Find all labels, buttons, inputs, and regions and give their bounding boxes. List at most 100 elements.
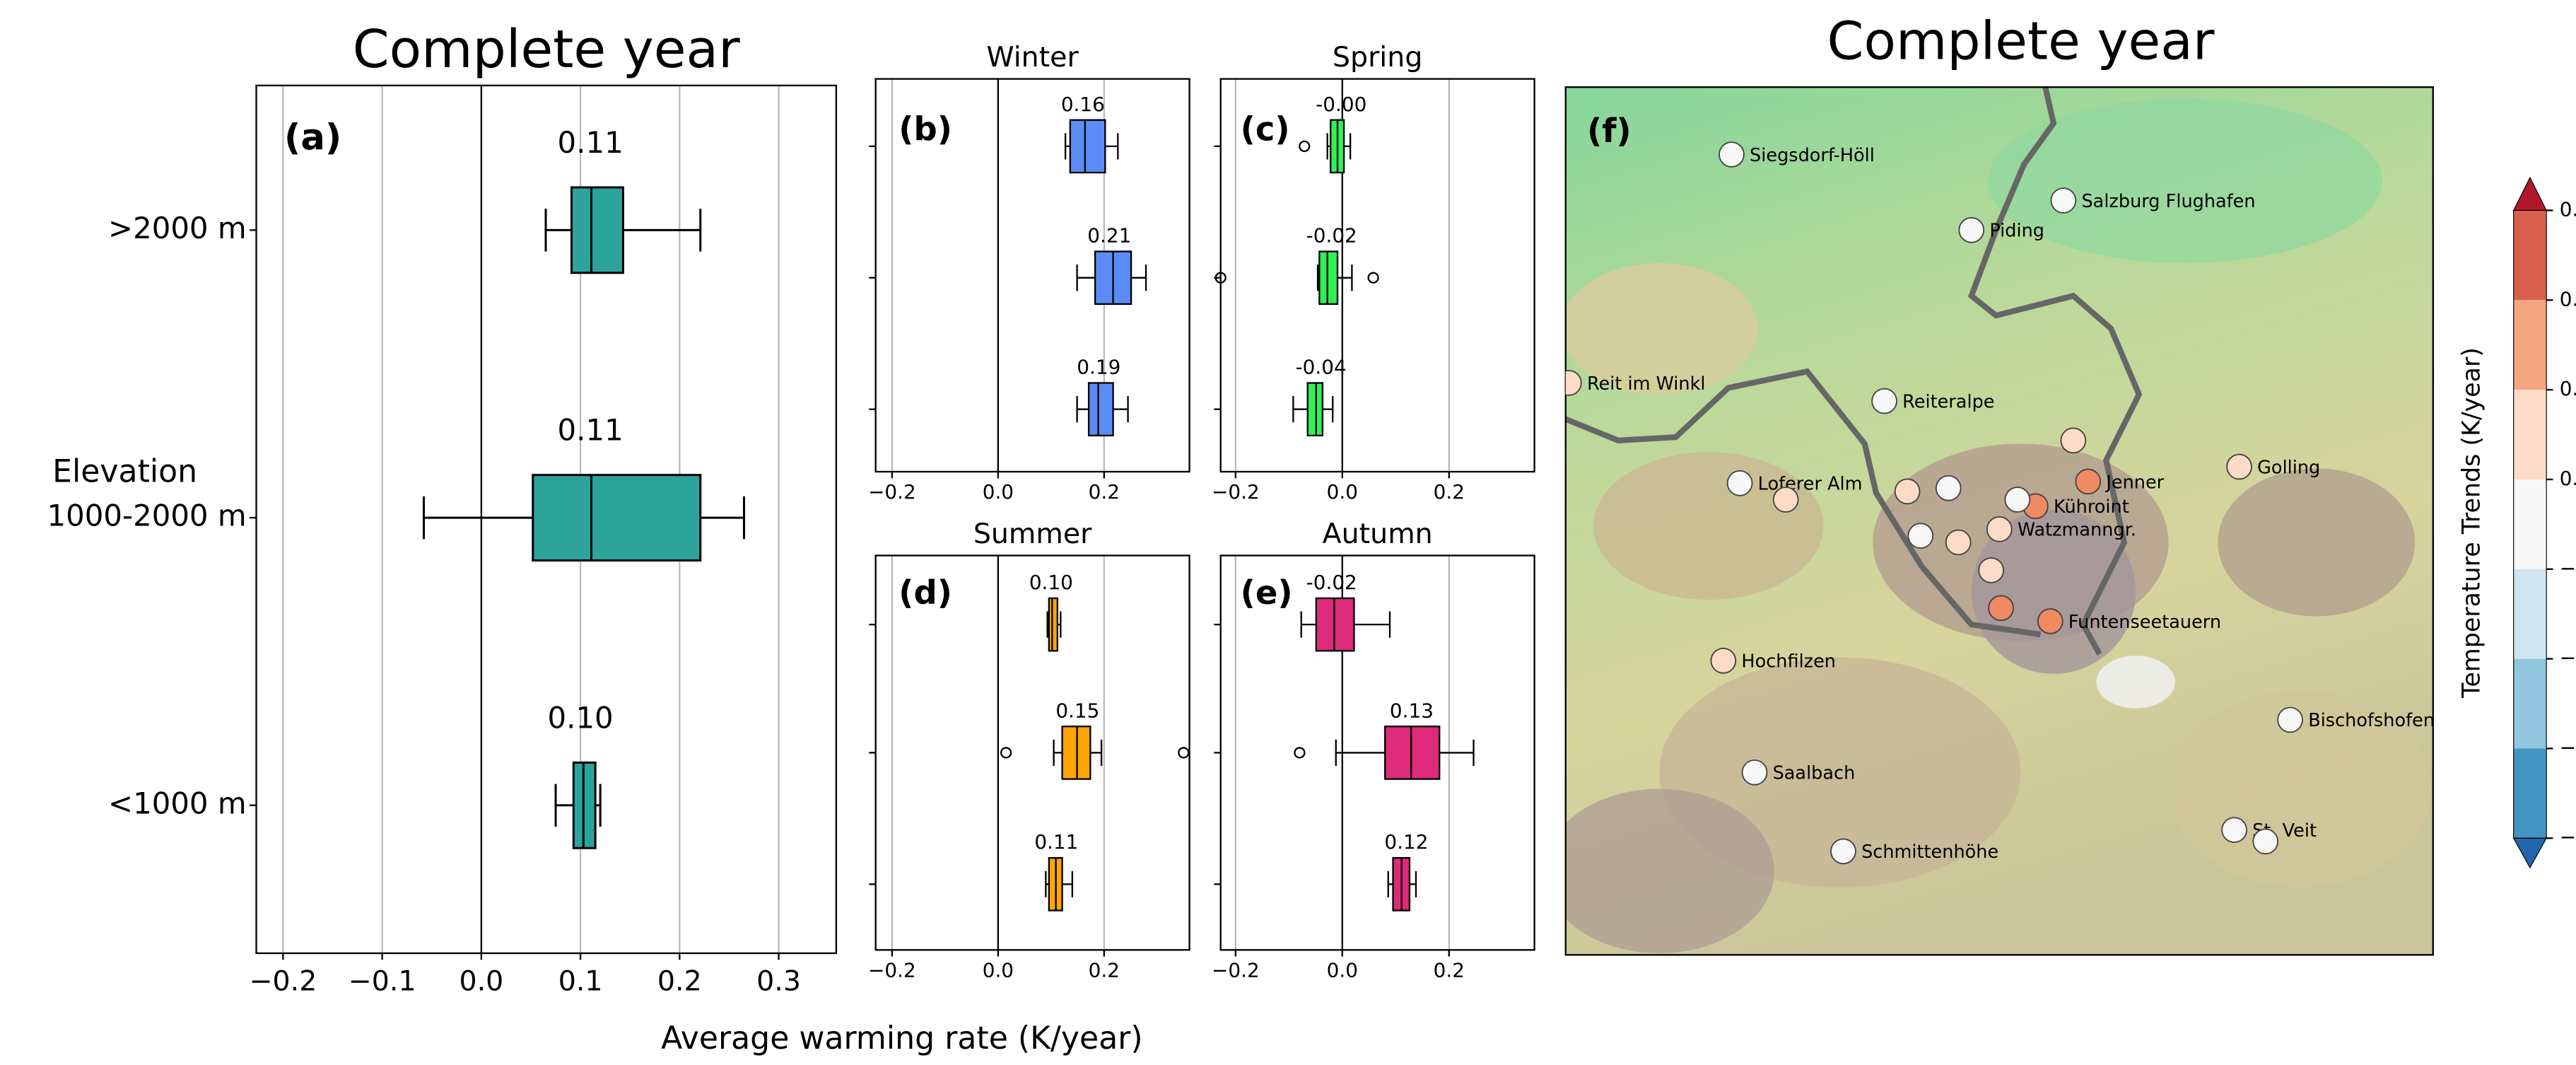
flier <box>1369 273 1378 283</box>
colorbar-segment <box>2514 300 2546 390</box>
box <box>1049 598 1058 651</box>
x-tick-label: 0.3 <box>756 965 801 997</box>
station-marker <box>1743 760 1767 785</box>
value-label: 0.11 <box>558 413 623 448</box>
station-marker <box>1959 218 1984 243</box>
y-tick-label: <1000 m <box>108 786 247 820</box>
value-label: 0.19 <box>1077 356 1120 379</box>
flier <box>1299 141 1309 151</box>
station-label: Bischofshofen <box>2308 710 2435 731</box>
box-panel: −0.2 0.0 0.2 Summer (d) 0.10 0.15 0.11 <box>868 518 1189 982</box>
station-marker <box>1831 839 1856 863</box>
station-marker <box>1987 517 2012 542</box>
station-marker <box>2076 470 2100 494</box>
flier <box>1178 747 1188 757</box>
station-marker <box>1557 371 1581 395</box>
y-axis-label: Elevation <box>52 453 197 489</box>
station-label: Schmittenhöhe <box>1861 842 1998 863</box>
x-tick-label: 0.0 <box>1327 480 1358 504</box>
value-label: 0.16 <box>1061 93 1105 116</box>
panel-title: Complete year <box>353 18 740 80</box>
station-label: Kühroint <box>2054 496 2129 518</box>
panel-title: Spring <box>1333 41 1422 74</box>
colorbar-segment <box>2514 748 2546 838</box>
station-marker <box>1895 479 1920 504</box>
colorbar-tick-label: − <box>2560 825 2576 849</box>
value-label: -0.04 <box>1296 356 1347 379</box>
box <box>571 187 623 273</box>
x-tick-label: 0.0 <box>1327 959 1358 982</box>
map-title: Complete year <box>1827 10 2215 71</box>
panel-title: Summer <box>973 518 1092 550</box>
station-marker <box>2222 817 2247 842</box>
colorbar-tick-label: 0. <box>2560 198 2576 221</box>
value-label: -0.00 <box>1316 93 1366 116</box>
station-marker <box>1936 476 1961 501</box>
station-marker <box>1989 595 2013 620</box>
flier <box>1294 747 1304 757</box>
box-panel: −0.20.00.2Spring(c)-0.00-0.02-0.04 <box>1212 41 1535 504</box>
value-label: -0.02 <box>1306 224 1357 248</box>
station-label: Jenner <box>2104 472 2164 493</box>
station-label: Salzburg Flughafen <box>2081 191 2255 212</box>
station-label: Piding <box>1989 221 2044 242</box>
y-tick-label: >2000 m <box>108 211 247 245</box>
colorbar-tick-label: 0. <box>2560 287 2576 310</box>
station-marker <box>2253 829 2278 854</box>
station-marker <box>1979 558 2003 583</box>
panel-label: (d) <box>898 574 952 612</box>
station-label: Saalbach <box>1773 763 1856 784</box>
colorbar-extend <box>2514 178 2546 210</box>
colorbar-label: Temperature Trends (K/year) <box>2458 347 2486 699</box>
value-label: 0.21 <box>1087 224 1131 248</box>
panel-label: (e) <box>1241 574 1293 612</box>
colorbar-tick-label: 0. <box>2560 467 2576 490</box>
x-tick-label: 0.2 <box>1434 480 1465 504</box>
box <box>1070 120 1105 173</box>
x-tick-label: 0.0 <box>983 480 1014 504</box>
station-label: Golling <box>2257 457 2320 478</box>
colorbar-segment <box>2514 479 2546 569</box>
station-marker <box>1719 142 1744 167</box>
x-tick-label: 0.2 <box>1089 959 1120 982</box>
colorbar-segment <box>2514 569 2546 659</box>
value-label: 0.11 <box>1034 830 1078 854</box>
station-marker <box>2038 609 2063 634</box>
station-marker <box>2227 455 2252 479</box>
x-tick-label: −0.2 <box>1212 480 1260 504</box>
x-tick-label: 0.0 <box>983 959 1014 982</box>
station-marker <box>2061 428 2085 453</box>
colorbar-extend <box>2514 838 2546 868</box>
colorbar-tick-label: − <box>2560 646 2576 670</box>
station-marker <box>1711 648 1735 673</box>
station-marker <box>2005 487 2030 512</box>
colorbar-tick-label: − <box>2560 557 2576 580</box>
station-marker <box>1774 487 1798 512</box>
x-tick-label: −0.2 <box>868 959 916 982</box>
x-axis-label: Average warming rate (K/year) <box>661 1020 1143 1057</box>
station-label: Reit im Winkl <box>1587 373 1706 395</box>
value-label: 0.13 <box>1390 699 1434 722</box>
station-marker <box>1908 523 1933 548</box>
value-label: 0.15 <box>1055 699 1099 722</box>
panel-title: Winter <box>987 41 1079 74</box>
station-marker <box>1946 530 1971 555</box>
x-tick-label: 0.2 <box>657 965 702 997</box>
station-label: Reiteralpe <box>1902 391 1994 412</box>
station-label: Siegsdorf-Höll <box>1750 145 1875 166</box>
value-label: -0.02 <box>1306 571 1357 594</box>
x-tick-label: −0.2 <box>249 965 317 997</box>
colorbar-tick-label: 0. <box>2560 377 2576 400</box>
x-tick-label: 0.1 <box>558 965 603 997</box>
value-label: 0.10 <box>548 700 614 735</box>
station-marker <box>2051 188 2076 213</box>
value-label: 0.10 <box>1029 571 1073 594</box>
flier <box>1001 747 1011 757</box>
panel-label: (b) <box>898 110 952 148</box>
axes-frame <box>876 556 1190 950</box>
station-marker <box>1728 471 1752 496</box>
x-tick-label: 0.0 <box>459 965 503 997</box>
map-panel: Complete year (f) Temperature Trends (K/… <box>1545 10 2576 955</box>
